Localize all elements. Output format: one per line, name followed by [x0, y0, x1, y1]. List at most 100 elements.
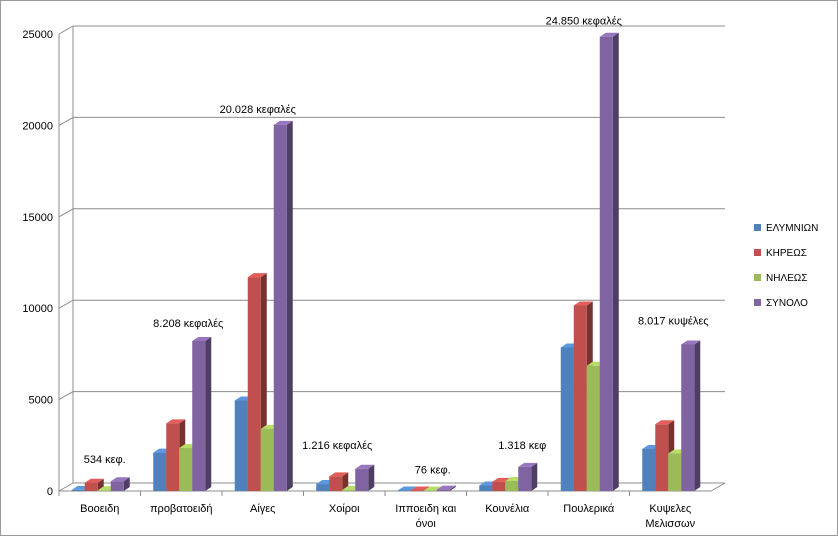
category-label: Βοοειδη	[80, 503, 119, 515]
category-label: Αίγες	[250, 503, 276, 515]
bar-front	[329, 476, 343, 491]
bar-top	[655, 420, 675, 425]
bar-front	[166, 423, 180, 491]
bar-front	[436, 489, 450, 491]
bar-front	[71, 489, 85, 491]
bar-top	[273, 120, 293, 125]
bar-top	[436, 485, 456, 490]
gridline-diag-4	[58, 116, 74, 126]
bar-front	[247, 277, 261, 491]
bars	[71, 32, 701, 492]
legend-label: ΣΥΝΟΛΟ	[766, 298, 808, 309]
bar-front	[153, 452, 167, 491]
bar-top	[573, 301, 593, 306]
gridline-diag-2	[58, 299, 74, 309]
bar-side	[123, 477, 130, 491]
bar-2-3	[273, 120, 293, 492]
bar-front	[560, 347, 574, 491]
category-label: Χοίροι	[329, 503, 360, 515]
bar-side	[531, 462, 538, 491]
bar-front	[586, 365, 600, 491]
legend-item: ΝΗΛΕΩΣ	[754, 273, 807, 284]
bar-front	[260, 428, 274, 491]
bar-front	[84, 482, 98, 491]
bar-side	[694, 340, 701, 491]
category-label: Πουλερικά	[563, 503, 615, 515]
bar-7-3	[681, 340, 701, 491]
bar-top	[247, 273, 267, 278]
y-tick-label: 20000	[22, 120, 53, 132]
category-label: Κυψελες	[649, 503, 691, 515]
gridline-diag-0	[58, 482, 74, 492]
legend-label: ΚΗΡΕΩΣ	[766, 248, 807, 259]
bar-front	[355, 468, 369, 491]
legend-item: ΕΛΥΜΝΙΩΝ	[754, 223, 818, 234]
bar-front	[273, 124, 287, 492]
bar-front	[316, 484, 330, 491]
category-label: Μελισσων	[645, 518, 695, 530]
bar-side	[205, 336, 212, 491]
bar-front	[179, 448, 193, 491]
legend-item: ΚΗΡΕΩΣ	[754, 248, 807, 259]
bar-front	[110, 481, 124, 491]
bar-front	[479, 485, 493, 491]
bar-6-3	[599, 32, 619, 491]
bar-front	[518, 466, 532, 491]
bar-side	[368, 464, 375, 491]
bar-top	[84, 478, 104, 483]
bar-front	[97, 490, 111, 491]
data-label: 20.028 κεφαλές	[220, 104, 296, 116]
data-label: 1.216 κεφαλές	[302, 440, 372, 452]
legend-swatch	[754, 224, 761, 231]
y-tick-label: 0	[47, 486, 53, 498]
bar-top	[397, 486, 417, 491]
data-label: 534 κεφ.	[84, 454, 126, 466]
gridline-diag-5	[58, 25, 74, 35]
bar-front	[492, 481, 506, 491]
bar-front	[668, 453, 682, 491]
category-label: όνοι	[416, 518, 437, 530]
data-annotations: 534 κεφ. 8.208 κεφαλές 20.028 κεφαλές 1.216…	[84, 16, 709, 477]
data-label: 76 κεφ.	[415, 465, 451, 477]
legend-item: ΣΥΝΟΛΟ	[754, 298, 808, 309]
axes	[58, 26, 726, 496]
gridlines	[58, 25, 725, 492]
y-tick-label: 10000	[22, 303, 53, 315]
gridline-diag-3	[58, 208, 74, 218]
bar-front	[192, 340, 206, 491]
category-label: Ιπποειδη και	[395, 503, 457, 515]
bar-front	[505, 480, 519, 491]
y-axis-ticks: 0 5000 10000 15000 20000 25000	[22, 29, 53, 498]
bar-side	[612, 32, 619, 491]
bar-side	[449, 485, 456, 491]
y-tick-label: 25000	[22, 29, 53, 41]
bar-top	[599, 32, 619, 37]
bar-top	[355, 464, 375, 469]
category-label: προβατοειδή	[150, 503, 213, 515]
floor-right-edge	[710, 482, 726, 492]
bar-front	[642, 448, 656, 491]
bar-top	[518, 462, 538, 467]
bar-top	[192, 336, 212, 341]
legend-label: ΝΗΛΕΩΣ	[766, 273, 807, 284]
legend-swatch	[754, 299, 761, 306]
bar-side	[342, 472, 349, 491]
bar-4-3	[436, 485, 456, 491]
bar-front	[655, 424, 669, 491]
bar-top	[681, 340, 701, 345]
bar-front	[410, 490, 424, 491]
bar-top	[410, 486, 430, 491]
legend-label: ΕΛΥΜΝΙΩΝ	[766, 223, 818, 234]
bar-side	[286, 120, 293, 492]
bar-front	[234, 400, 248, 491]
bar-front	[342, 489, 356, 491]
bar-front	[599, 36, 613, 491]
data-label: 8.017 κυψέλες	[638, 315, 709, 327]
y-tick-label: 5000	[29, 395, 53, 407]
data-label: 8.208 κεφαλές	[153, 318, 223, 330]
bar-5-3	[518, 462, 538, 491]
bar-top	[166, 419, 186, 424]
legend-swatch	[754, 249, 761, 256]
